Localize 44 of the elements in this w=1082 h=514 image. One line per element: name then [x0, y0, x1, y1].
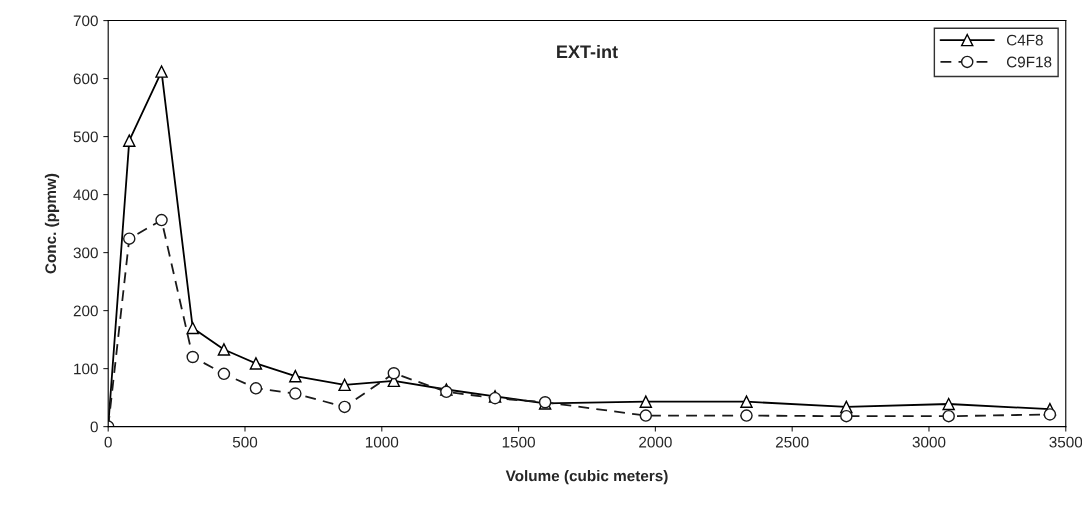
- point: [740, 395, 753, 408]
- y-tick-label: 300: [73, 247, 98, 259]
- x-tick-label: 2000: [639, 436, 672, 448]
- x-axis-title: Volume (cubic meters): [505, 470, 668, 485]
- point: [942, 397, 955, 411]
- point: [1043, 408, 1057, 421]
- point: [123, 232, 136, 245]
- point: [338, 400, 351, 414]
- point: [639, 409, 653, 422]
- point: [639, 395, 653, 408]
- y-tick-label: 100: [74, 363, 98, 375]
- y-tick-label: 0: [90, 421, 98, 433]
- point: [249, 357, 263, 370]
- x-tick-label: 2500: [775, 436, 809, 448]
- x-tick-label: 0: [104, 436, 112, 448]
- point: [249, 382, 263, 395]
- point: [387, 367, 401, 380]
- point: [338, 378, 351, 392]
- point: [186, 350, 199, 364]
- point: [123, 134, 136, 147]
- y-axis-title: Conc. (ppmw): [44, 173, 60, 274]
- point: [186, 321, 199, 335]
- point: [942, 409, 955, 423]
- point: [289, 369, 302, 383]
- x-tick-label: 3500: [1049, 436, 1082, 448]
- y-tick-label: 200: [73, 305, 98, 317]
- x-tick-label: 3000: [912, 436, 946, 448]
- point: [740, 409, 753, 422]
- point: [155, 65, 168, 78]
- y-tick-label: 600: [73, 73, 98, 85]
- x-tick-label: 1000: [365, 436, 399, 448]
- y-tick-label: 400: [73, 189, 98, 201]
- legend-label: C9F18: [1006, 56, 1052, 68]
- x-tick-label: 500: [232, 436, 258, 448]
- point: [155, 213, 168, 227]
- point: [840, 409, 853, 423]
- y-tick-label: 500: [73, 131, 98, 143]
- point: [217, 367, 231, 381]
- point: [289, 387, 302, 400]
- text: EXT-int: [557, 44, 618, 59]
- point: [217, 343, 231, 356]
- legend-label: C4F8: [1006, 34, 1043, 46]
- x-tick-label: 1500: [502, 436, 535, 448]
- y-tick-label: 700: [73, 15, 98, 27]
